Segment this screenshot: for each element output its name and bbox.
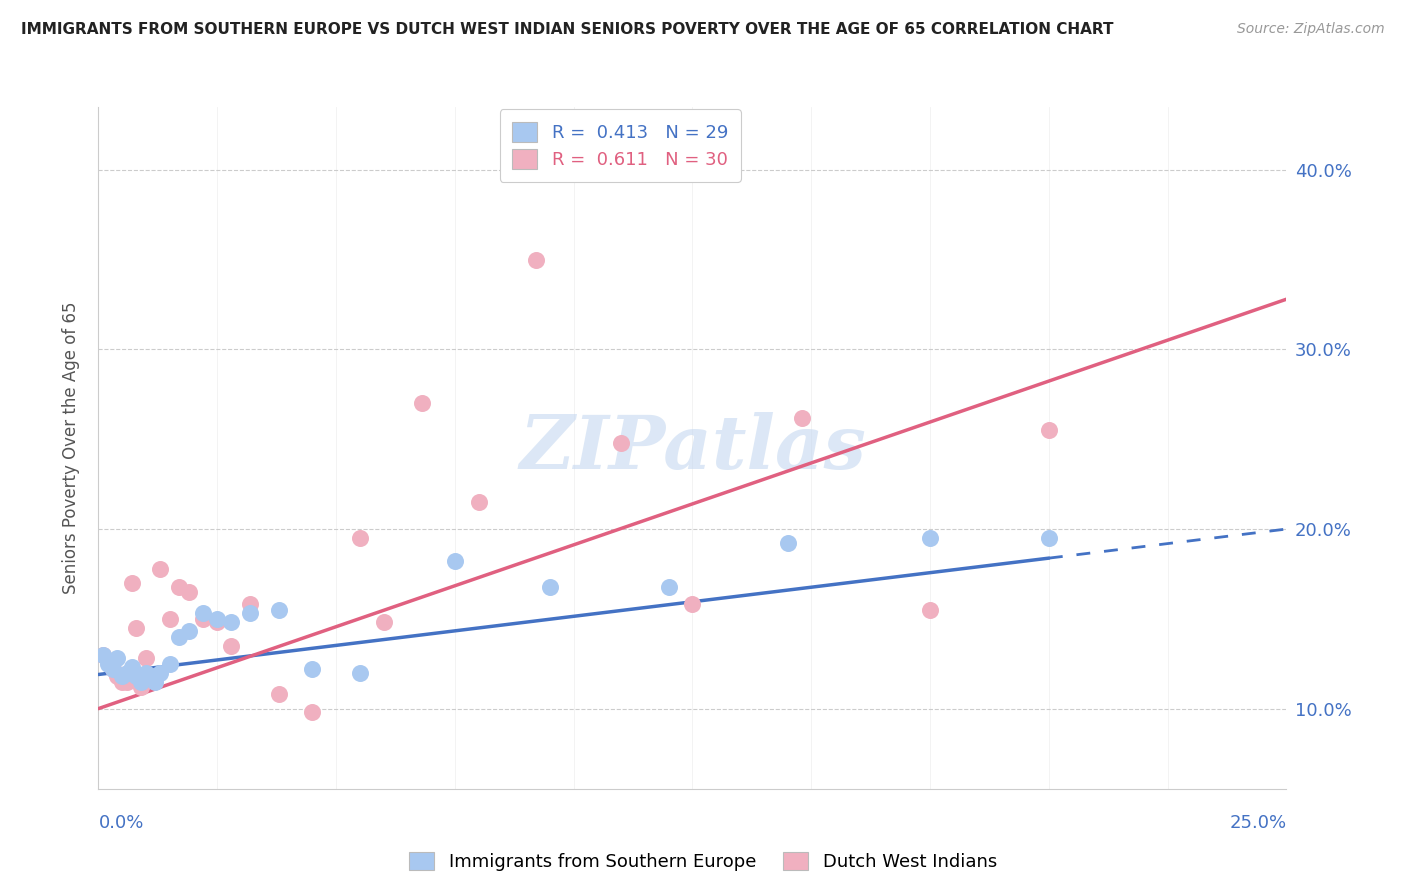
Point xyxy=(107,651,129,665)
Point xyxy=(444,554,467,568)
Text: 25.0%: 25.0% xyxy=(1229,814,1286,831)
Point xyxy=(239,598,262,612)
Point xyxy=(191,607,214,621)
Point xyxy=(177,624,200,639)
Point xyxy=(524,252,547,267)
Point xyxy=(221,615,243,630)
Point xyxy=(467,495,489,509)
Point xyxy=(111,669,134,683)
Point xyxy=(790,410,813,425)
Point xyxy=(115,665,138,680)
Point xyxy=(149,665,172,680)
Y-axis label: Seniors Poverty Over the Age of 65: Seniors Poverty Over the Age of 65 xyxy=(62,302,80,594)
Point xyxy=(91,648,114,662)
Point xyxy=(115,674,138,689)
Point xyxy=(101,662,124,676)
Legend: Immigrants from Southern Europe, Dutch West Indians: Immigrants from Southern Europe, Dutch W… xyxy=(402,845,1004,879)
Point xyxy=(1038,531,1060,545)
Point xyxy=(610,435,633,450)
Point xyxy=(920,531,942,545)
Point xyxy=(177,585,200,599)
Point xyxy=(267,603,290,617)
Point xyxy=(207,612,229,626)
Point xyxy=(129,680,152,694)
Point xyxy=(776,536,799,550)
Point xyxy=(301,662,323,676)
Point xyxy=(135,665,157,680)
Point xyxy=(125,669,148,683)
Point xyxy=(658,580,681,594)
Point xyxy=(191,612,214,626)
Point xyxy=(301,705,323,719)
Point xyxy=(1038,423,1060,437)
Text: IMMIGRANTS FROM SOUTHERN EUROPE VS DUTCH WEST INDIAN SENIORS POVERTY OVER THE AG: IMMIGRANTS FROM SOUTHERN EUROPE VS DUTCH… xyxy=(21,22,1114,37)
Point xyxy=(682,598,704,612)
Point xyxy=(135,651,157,665)
Point xyxy=(97,657,120,671)
Point xyxy=(221,639,243,653)
Point xyxy=(538,580,561,594)
Text: 0.0%: 0.0% xyxy=(98,814,143,831)
Point xyxy=(139,669,162,683)
Point xyxy=(101,662,124,676)
Point xyxy=(167,580,190,594)
Point xyxy=(121,575,143,590)
Point xyxy=(349,531,371,545)
Point xyxy=(159,612,181,626)
Point xyxy=(145,674,167,689)
Point xyxy=(349,665,371,680)
Point xyxy=(159,657,181,671)
Point xyxy=(91,648,114,662)
Point xyxy=(129,674,152,689)
Point xyxy=(139,669,162,683)
Text: Source: ZipAtlas.com: Source: ZipAtlas.com xyxy=(1237,22,1385,37)
Point xyxy=(207,615,229,630)
Point xyxy=(267,687,290,701)
Point xyxy=(239,607,262,621)
Point xyxy=(149,561,172,575)
Point xyxy=(121,660,143,674)
Point xyxy=(125,621,148,635)
Point xyxy=(167,630,190,644)
Point xyxy=(920,603,942,617)
Point xyxy=(373,615,395,630)
Legend: R =  0.413   N = 29, R =  0.611   N = 30: R = 0.413 N = 29, R = 0.611 N = 30 xyxy=(499,109,741,181)
Text: ZIPatlas: ZIPatlas xyxy=(519,412,866,484)
Point xyxy=(107,669,129,683)
Point xyxy=(111,674,134,689)
Point xyxy=(411,396,433,410)
